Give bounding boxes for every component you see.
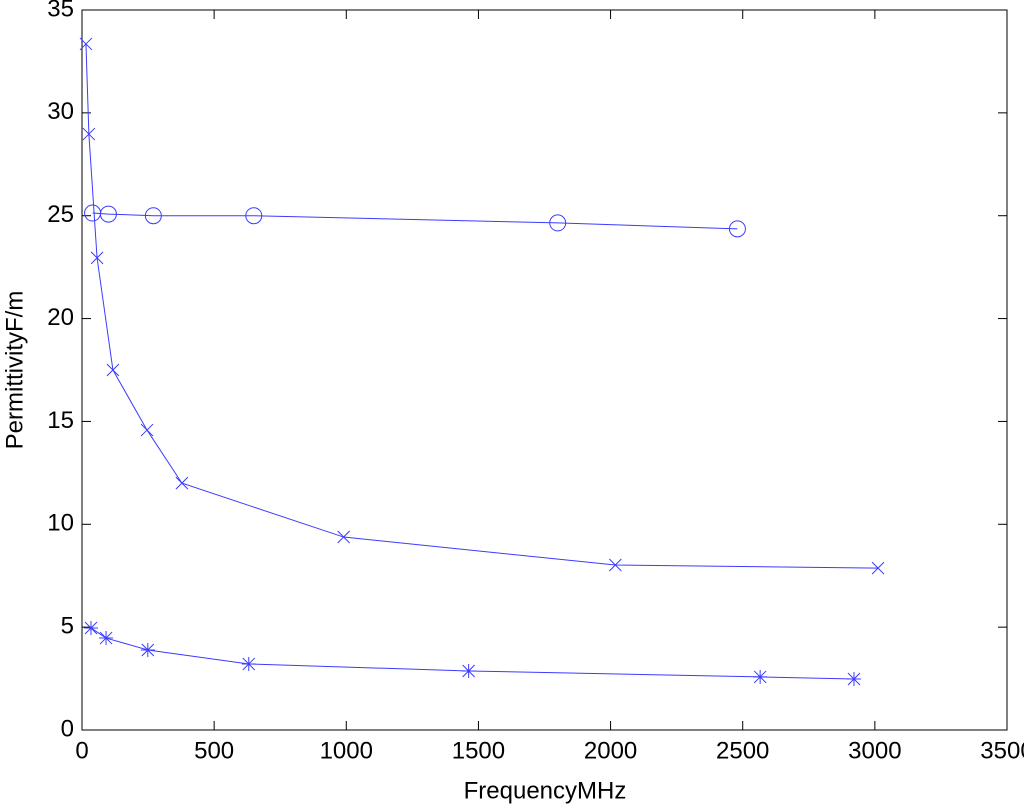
y-tick-label: 15 bbox=[47, 407, 74, 434]
marker-x bbox=[175, 476, 189, 490]
marker-x bbox=[79, 37, 93, 51]
x-tick-label: 0 bbox=[75, 737, 88, 764]
marker-star bbox=[461, 663, 476, 678]
marker-x bbox=[106, 363, 120, 377]
y-tick-label: 20 bbox=[47, 304, 74, 331]
marker-circle bbox=[549, 214, 567, 232]
marker-x bbox=[90, 251, 104, 265]
marker-star bbox=[99, 631, 114, 646]
marker-star bbox=[753, 669, 768, 684]
marker-star bbox=[83, 620, 98, 635]
marker-star bbox=[140, 642, 155, 657]
plot-frame bbox=[81, 9, 1008, 731]
marker-circle bbox=[728, 220, 746, 238]
marker-x bbox=[608, 558, 622, 572]
marker-x bbox=[82, 127, 96, 141]
x-axis-label: FrequencyMHz bbox=[464, 777, 627, 804]
x-tick-label: 2000 bbox=[584, 737, 637, 764]
marker-x bbox=[337, 530, 350, 544]
marker-circle bbox=[99, 205, 117, 223]
x-tick-label: 1000 bbox=[320, 737, 373, 764]
y-tick-label: 0 bbox=[61, 715, 74, 742]
x-tick-label: 2500 bbox=[716, 737, 769, 764]
marker-star bbox=[241, 656, 256, 671]
marker-circle bbox=[144, 207, 162, 225]
marker-star bbox=[846, 671, 861, 686]
marker-x bbox=[871, 561, 885, 575]
y-tick-label: 5 bbox=[61, 612, 74, 639]
marker-x bbox=[140, 423, 154, 437]
y-tick-label: 10 bbox=[47, 510, 74, 537]
y-tick-label: 30 bbox=[47, 98, 74, 125]
x-tick-label: 3000 bbox=[848, 737, 901, 764]
x-tick-label: 1500 bbox=[452, 737, 505, 764]
y-tick-label: 25 bbox=[47, 201, 74, 228]
series-line bbox=[92, 212, 738, 230]
marker-circle bbox=[245, 207, 263, 225]
y-axis-label: PermittivityF/m bbox=[1, 291, 28, 450]
y-tick-label: 35 bbox=[47, 0, 74, 22]
x-tick-label: 500 bbox=[194, 737, 234, 764]
